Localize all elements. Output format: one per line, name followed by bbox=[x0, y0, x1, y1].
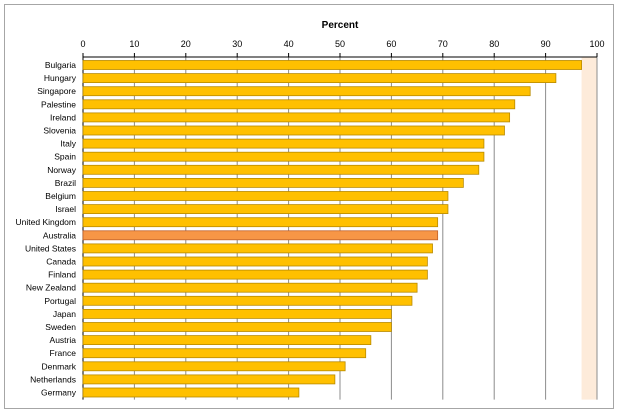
bar-finland bbox=[82, 269, 428, 280]
category-label: United Kingdom bbox=[16, 217, 76, 227]
category-label: Sweden bbox=[45, 322, 76, 332]
category-label: Denmark bbox=[42, 361, 77, 371]
bar-canada bbox=[82, 256, 428, 267]
bar-netherlands bbox=[82, 374, 336, 385]
x-tick-label: 30 bbox=[232, 39, 242, 49]
category-label: Slovenia bbox=[43, 126, 76, 136]
x-tick-label: 60 bbox=[386, 39, 396, 49]
plot-background-shade bbox=[581, 57, 597, 400]
category-labels: Bulgaria Hungary Singapore Palestine Ireland… bbox=[16, 60, 77, 398]
bar-italy bbox=[82, 138, 485, 149]
bar-sweden bbox=[82, 322, 392, 332]
category-label: Italy bbox=[60, 139, 76, 149]
category-label: Hungary bbox=[44, 73, 77, 83]
bar-singapore bbox=[82, 86, 531, 97]
category-label: Palestine bbox=[41, 99, 76, 109]
category-label: Norway bbox=[47, 165, 77, 175]
category-label: Canada bbox=[46, 257, 76, 267]
category-label: Singapore bbox=[37, 86, 76, 96]
bar-france bbox=[82, 348, 367, 359]
category-label: New Zealand bbox=[26, 283, 76, 293]
bar-united-states bbox=[82, 243, 433, 254]
bar-united-kingdom bbox=[82, 217, 439, 228]
category-label: Belgium bbox=[45, 191, 76, 201]
category-label: United States bbox=[25, 243, 76, 253]
bar-portugal bbox=[82, 295, 413, 306]
bars bbox=[82, 60, 582, 398]
bar-bulgaria bbox=[82, 60, 582, 70]
bar-ireland bbox=[82, 112, 511, 123]
bar-belgium bbox=[82, 191, 449, 201]
bar-japan bbox=[82, 308, 392, 319]
category-label: France bbox=[50, 348, 77, 358]
x-tick-label: 80 bbox=[489, 39, 499, 49]
category-label: Brazil bbox=[55, 178, 76, 188]
x-tick-label: 100 bbox=[589, 39, 604, 49]
category-label: Netherlands bbox=[30, 374, 76, 384]
x-tick-label: 50 bbox=[335, 39, 345, 49]
category-label: Spain bbox=[54, 152, 76, 162]
axis-title: Percent bbox=[322, 20, 359, 31]
bar-brazil bbox=[82, 177, 464, 188]
category-label: Israel bbox=[55, 204, 76, 214]
category-label: Finland bbox=[48, 270, 76, 280]
category-label: Germany bbox=[41, 388, 77, 398]
x-tick-label: 20 bbox=[181, 39, 191, 49]
x-tick-label: 40 bbox=[284, 39, 294, 49]
x-tick-label: 70 bbox=[438, 39, 448, 49]
bar-spain bbox=[82, 151, 485, 162]
x-tick-labels: 0 10 20 30 40 50 60 70 80 90 100 bbox=[80, 39, 604, 49]
category-label: Ireland bbox=[50, 112, 76, 122]
bar-new-zealand bbox=[82, 282, 418, 293]
category-label: Portugal bbox=[44, 296, 76, 306]
bar-germany bbox=[82, 387, 300, 398]
bar-austria bbox=[82, 335, 372, 346]
category-label: Austria bbox=[50, 335, 77, 345]
bar-palestine bbox=[82, 99, 516, 110]
bar-slovenia bbox=[82, 125, 505, 136]
bar-denmark bbox=[82, 361, 346, 372]
x-tick-label: 90 bbox=[541, 39, 551, 49]
category-label: Bulgaria bbox=[45, 60, 76, 70]
bar-norway bbox=[82, 164, 480, 175]
x-tick-label: 0 bbox=[80, 39, 85, 49]
category-label: Japan bbox=[53, 309, 76, 319]
bar-hungary bbox=[82, 73, 557, 83]
category-label: Australia bbox=[43, 230, 76, 240]
bar-israel bbox=[82, 204, 449, 215]
bar-australia bbox=[82, 230, 439, 241]
x-tick-label: 10 bbox=[129, 39, 139, 49]
